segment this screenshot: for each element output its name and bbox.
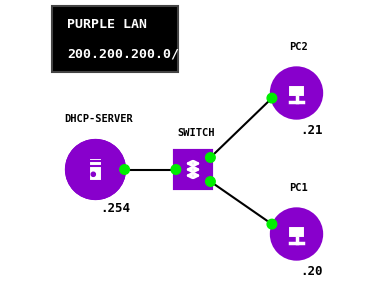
FancyBboxPatch shape <box>52 6 178 72</box>
Circle shape <box>67 141 124 198</box>
Text: .21: .21 <box>300 124 323 137</box>
FancyBboxPatch shape <box>89 158 102 181</box>
Circle shape <box>206 153 215 162</box>
Circle shape <box>267 219 277 229</box>
Circle shape <box>272 209 321 259</box>
Text: .254: .254 <box>100 202 130 214</box>
Circle shape <box>91 172 95 176</box>
Text: SWITCH: SWITCH <box>178 128 215 138</box>
Circle shape <box>120 165 129 174</box>
Circle shape <box>272 68 321 118</box>
Text: .20: .20 <box>300 265 323 278</box>
Text: PC2: PC2 <box>289 42 308 52</box>
FancyBboxPatch shape <box>288 85 305 97</box>
FancyBboxPatch shape <box>174 151 212 188</box>
Text: PC1: PC1 <box>289 183 308 193</box>
Text: PURPLE LAN: PURPLE LAN <box>67 18 147 31</box>
Circle shape <box>171 165 181 174</box>
Circle shape <box>267 93 277 103</box>
FancyBboxPatch shape <box>288 226 305 238</box>
Circle shape <box>206 177 215 186</box>
Text: 200.200.200.0/24: 200.200.200.0/24 <box>67 47 195 60</box>
FancyBboxPatch shape <box>89 158 102 164</box>
Text: DHCP-SERVER: DHCP-SERVER <box>64 115 133 124</box>
